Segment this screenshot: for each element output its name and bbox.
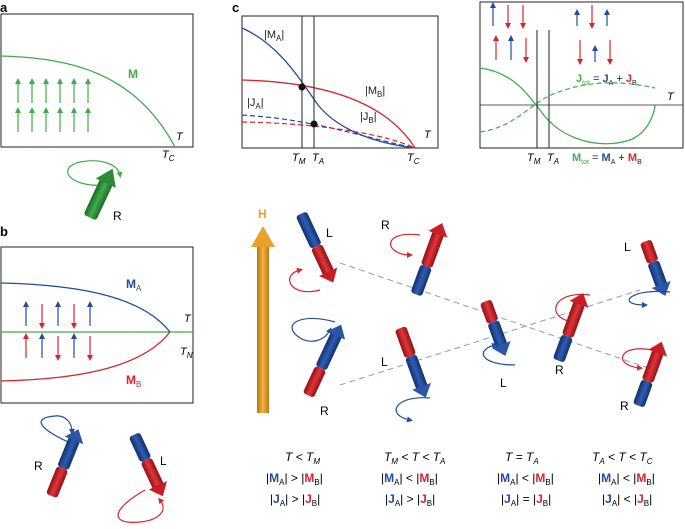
panel-b-spin-arrows [23,301,93,361]
cond-4-range: TA < T < TC [592,450,653,466]
cond-4-j-relation: |JA| < |JB| [602,492,652,508]
c-rotor-4 [395,326,431,423]
cond-2-m-relation: |MA| < |MB| [381,471,438,487]
c-left-mb-label: |MB| [365,85,385,99]
c-left-ta-label: TA [312,152,324,166]
cond-2-j-relation: |JA| > |JB| [385,492,435,508]
cond-3-range: T = TA [505,450,539,466]
c-rotor-3 [390,223,448,296]
panel-b-tn-label: TN [180,346,193,360]
panel-b-mb-curve [0,331,171,382]
c-rotor-4-label: L [381,355,388,369]
c-right-jtot-label: Jtot = JA + JB [576,73,637,87]
panel-b-rotor-r-label: R [34,459,43,473]
c-left-crossing-m [298,83,306,91]
c-rotor-6 [553,293,591,362]
c-right-ta-label: TA [547,152,559,166]
cond-1-j-relation: |JA| > |JB| [270,492,320,508]
field-h-arrow [251,226,275,413]
c-left-ma-curve [241,27,416,149]
panel-b-ma-label: MA [126,277,142,293]
c-left-jb-label: |JB| [360,111,377,125]
c-rotor-3-label: R [381,218,390,232]
c-left-ja-curve [241,114,416,149]
panel-b-rotor-r [40,415,84,498]
panel-a-t-axis-label: T [176,131,184,143]
c-left-crossing-j [310,120,318,128]
cond-3-m-relation: |MA| < |MB| [497,471,554,487]
c-rotor-8 [621,341,668,407]
panel-c-right-frame [479,1,684,149]
panel-b-frame [0,246,194,404]
c-rotor-2 [291,317,346,397]
c-right-spin-arrows [490,2,613,65]
panel-a-spin-arrows [15,78,91,132]
c-rotor-6-label: R [555,363,564,377]
panel-a-rotor-label: R [113,209,122,223]
field-h-label: H [258,207,267,221]
panel-b-mb-label: MB [126,373,141,389]
c-right-jtot-curve [479,82,656,133]
c-left-jb-curve [241,121,416,149]
panel-a-tc-label: TC [162,149,175,163]
panel-a-green-rotor [67,160,123,220]
c-rotor-8-label: R [620,399,629,413]
panel-b-rotor-l-label: L [160,454,167,468]
c-right-mtot-curve [479,67,656,145]
c-rotor-5-label: L [500,376,507,390]
panel-a-label: a [0,0,8,15]
cond-3-j-relation: |JA| = |JB| [501,492,551,508]
cond-4-m-relation: |MA| < |MB| [598,471,655,487]
c-dashed-line-2 [339,289,641,386]
c-left-tm-label: TM [292,152,306,166]
c-rotor-7 [628,240,671,308]
c-rotor-2-label: R [320,404,329,418]
cond-1-range: T < TM [285,450,320,466]
c-rotor-1-label: L [326,226,333,240]
panel-a-m-label: M [128,67,138,81]
c-rotor-1 [289,212,338,293]
cond-1-m-relation: |MA| > |MB| [266,471,323,487]
panel-a-frame [0,13,194,148]
c-rotor-5 [480,300,516,366]
c-left-ja-label: |JA| [247,97,264,111]
c-left-mb-curve [241,79,416,149]
c-left-tc-label: TC [407,152,420,166]
c-right-tm-label: TM [527,152,541,166]
panel-c-label: c [232,0,239,15]
c-right-t-axis-label: T [667,91,675,103]
c-rotor-7-label: L [624,240,631,254]
panel-b-t-axis-label: T [184,313,192,325]
cond-2-range: TM < T < TA [384,450,445,466]
panel-a-m-curve [0,55,176,148]
c-dashed-line-1 [339,262,661,373]
c-left-ma-label: |MA| [264,29,284,43]
panel-b-label: b [0,224,8,239]
panel-c-left-frame [241,15,439,149]
panel-b-ma-curve [0,282,171,333]
c-left-t-axis-label: T [424,129,432,141]
panel-b-rotor-l [117,433,167,523]
c-right-mtot-label: Mtot = MA + MB [572,152,642,166]
